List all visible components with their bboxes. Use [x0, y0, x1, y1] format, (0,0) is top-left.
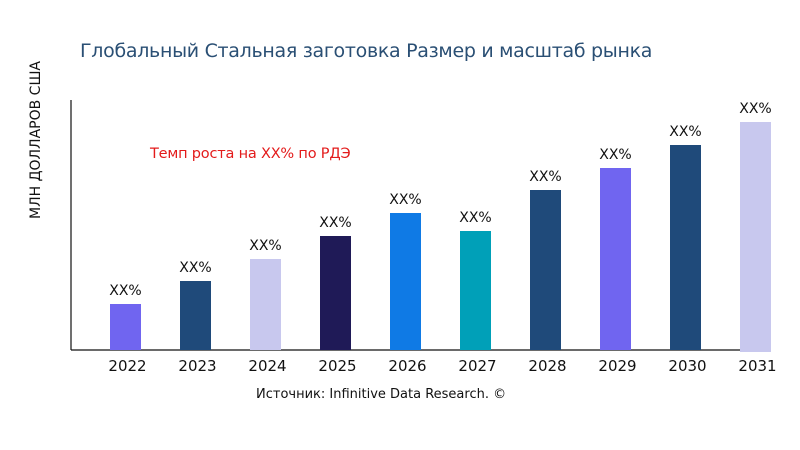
bar-2025 [320, 236, 351, 350]
data-label-2031: XX% [739, 101, 771, 117]
data-label-2023: XX% [179, 260, 211, 276]
data-label-2026: XX% [389, 192, 421, 208]
bar-2026 [390, 213, 421, 350]
bar-2031 [740, 122, 771, 352]
data-label-2025: XX% [319, 215, 351, 231]
x-tick-label-2031: 2031 [738, 357, 776, 375]
bar-2027 [460, 231, 491, 350]
x-tick-label-2025: 2025 [318, 357, 356, 375]
chart-title: Глобальный Стальная заготовка Размер и м… [80, 40, 653, 62]
bar-2030 [670, 145, 701, 350]
data-label-2022: XX% [109, 283, 141, 299]
bar-2023 [180, 281, 211, 350]
data-label-2029: XX% [599, 147, 631, 163]
bar-2028 [530, 190, 561, 350]
x-tick-label-2022: 2022 [108, 357, 146, 375]
bar-2024 [250, 259, 281, 350]
bar-2029 [600, 168, 631, 350]
x-tick-label-2023: 2023 [178, 357, 216, 375]
x-tick-label-2026: 2026 [388, 357, 426, 375]
x-tick-label-2030: 2030 [668, 357, 706, 375]
x-tick-label-2028: 2028 [528, 357, 566, 375]
data-label-2027: XX% [459, 210, 491, 226]
bar-2022 [110, 304, 141, 350]
x-tick-label-2024: 2024 [248, 357, 286, 375]
source-note: Источник: Infinitive Data Research. © [256, 387, 507, 402]
data-label-2024: XX% [249, 238, 281, 254]
x-tick-label-2029: 2029 [598, 357, 636, 375]
data-label-2030: XX% [669, 124, 701, 140]
data-label-2028: XX% [529, 169, 561, 185]
x-tick-label-2027: 2027 [458, 357, 496, 375]
growth-annotation: Темп роста на XX% по РДЭ [150, 146, 351, 162]
